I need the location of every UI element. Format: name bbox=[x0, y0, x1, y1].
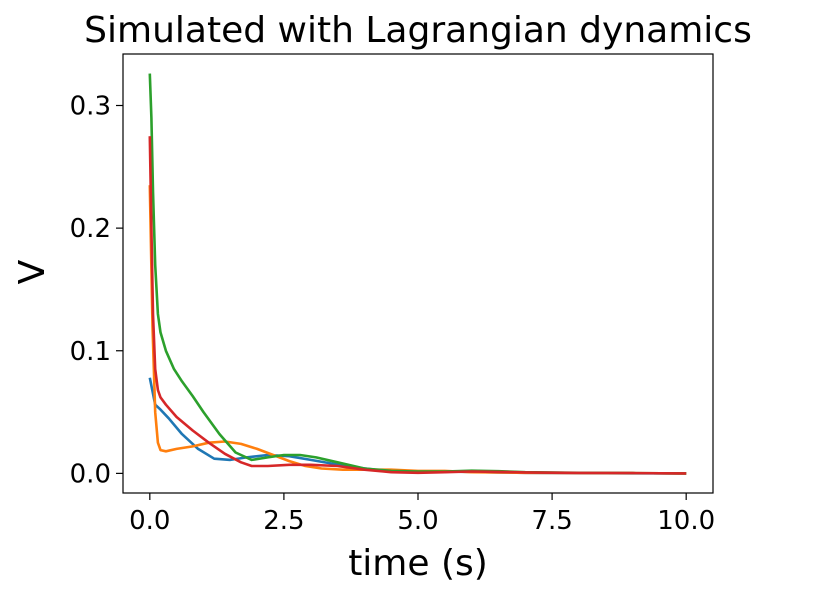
plot-lines bbox=[148, 73, 687, 475]
x-tick-label: 10.0 bbox=[657, 506, 715, 536]
plot-frame bbox=[122, 53, 714, 494]
y-axis: 0.0 0.1 0.2 0.3 bbox=[70, 92, 123, 489]
y-axis-label: V bbox=[12, 259, 53, 284]
series-line-3 bbox=[148, 73, 687, 475]
x-tick-label: 0.0 bbox=[129, 506, 170, 536]
x-axis-label: time (s) bbox=[348, 543, 488, 584]
x-axis: 0.0 2.5 5.0 7.5 10.0 bbox=[129, 493, 715, 536]
y-tick-label: 0.3 bbox=[70, 92, 111, 122]
series-line-1 bbox=[148, 377, 687, 475]
y-tick-label: 0.0 bbox=[70, 459, 111, 489]
x-tick-label: 7.5 bbox=[531, 506, 572, 536]
chart-title: Simulated with Lagrangian dynamics bbox=[84, 10, 752, 51]
x-tick-label: 5.0 bbox=[397, 506, 438, 536]
y-tick-label: 0.2 bbox=[70, 214, 111, 244]
x-tick-label: 2.5 bbox=[263, 506, 304, 536]
y-tick-label: 0.1 bbox=[70, 337, 111, 367]
series-line-2 bbox=[148, 185, 687, 475]
series-line-4 bbox=[148, 136, 687, 475]
